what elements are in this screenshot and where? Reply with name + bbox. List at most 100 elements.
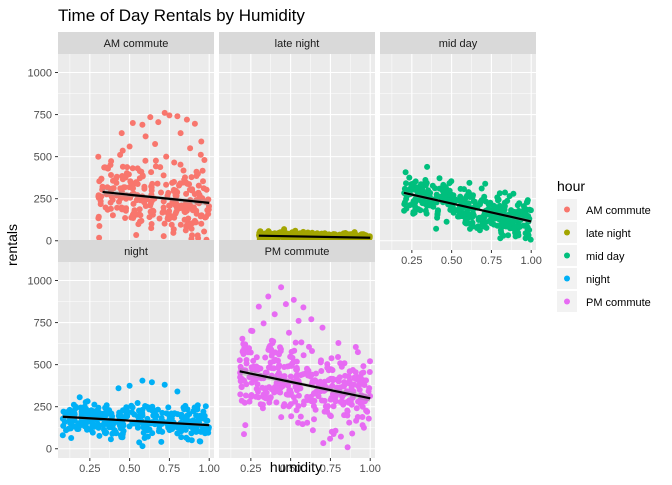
data-point	[238, 384, 245, 391]
data-point	[360, 363, 367, 370]
data-point	[290, 394, 297, 401]
chart-title: Time of Day Rentals by Humidity	[58, 6, 305, 25]
data-point	[249, 374, 256, 381]
data-point	[139, 377, 146, 384]
data-point	[180, 167, 187, 174]
data-point	[486, 201, 493, 208]
legend-marker	[564, 275, 570, 282]
data-point	[253, 393, 259, 400]
data-point	[142, 133, 149, 140]
y-tick-label: 750	[34, 110, 52, 122]
x-tick-label: 0.75	[320, 463, 341, 475]
data-point	[269, 349, 276, 356]
data-point	[318, 397, 325, 404]
data-point	[146, 404, 152, 411]
data-point	[97, 198, 104, 205]
data-point	[202, 403, 209, 410]
data-point	[148, 221, 155, 227]
data-point	[255, 303, 262, 310]
data-point	[75, 422, 82, 428]
data-point	[359, 231, 366, 238]
data-point	[76, 394, 83, 401]
facet-panels: AM commute 0 250 500 750 1000 late night mid da…	[28, 32, 542, 475]
data-point	[174, 113, 181, 120]
data-point	[505, 232, 512, 239]
data-point	[101, 429, 108, 436]
data-point	[185, 215, 192, 222]
data-point	[306, 343, 312, 350]
data-point	[309, 348, 315, 354]
data-point	[144, 415, 151, 422]
data-point	[401, 207, 408, 214]
data-point	[471, 198, 478, 205]
data-point	[276, 373, 282, 380]
data-point	[126, 382, 133, 389]
data-point	[143, 196, 150, 203]
data-point	[155, 119, 162, 126]
data-point	[275, 364, 282, 371]
data-point	[364, 408, 371, 415]
data-point	[330, 231, 337, 238]
data-point	[318, 368, 325, 374]
data-point	[260, 320, 267, 327]
data-point	[346, 368, 353, 375]
data-point	[115, 385, 122, 392]
data-point	[263, 369, 270, 376]
data-point	[203, 186, 210, 193]
data-point	[259, 384, 266, 391]
data-point	[495, 197, 501, 204]
data-point	[143, 425, 149, 432]
data-point	[330, 403, 337, 410]
data-point	[354, 349, 361, 356]
data-point	[346, 419, 353, 426]
data-point	[309, 378, 316, 385]
data-point	[243, 357, 250, 363]
data-point	[293, 407, 300, 414]
data-point	[237, 363, 244, 370]
x-tick-label: 0.25	[240, 463, 261, 475]
trend-line	[258, 234, 371, 239]
data-point	[155, 428, 162, 435]
data-point	[242, 392, 249, 399]
data-point	[327, 413, 334, 420]
data-point	[467, 225, 473, 232]
data-point	[133, 232, 140, 238]
data-point	[167, 415, 174, 422]
data-point	[353, 405, 360, 412]
x-tick-label: 1.00	[360, 463, 381, 475]
data-point	[91, 401, 98, 408]
data-point	[349, 430, 356, 437]
legend-items: AM commute late night mid day night PM commu…	[557, 199, 651, 312]
data-point	[402, 169, 409, 176]
data-point	[78, 411, 85, 418]
data-point	[520, 203, 527, 210]
legend-label: AM commute	[586, 205, 651, 217]
data-point	[351, 374, 358, 381]
data-point	[474, 225, 480, 231]
data-point	[278, 414, 285, 421]
data-point	[139, 410, 146, 417]
data-point	[417, 207, 424, 214]
data-point	[403, 180, 409, 187]
data-point	[515, 229, 521, 236]
data-point	[496, 190, 503, 197]
data-point	[201, 157, 208, 163]
data-point	[433, 191, 440, 198]
data-point	[253, 385, 260, 392]
data-point	[433, 225, 440, 232]
data-point	[168, 221, 175, 228]
data-point	[271, 389, 278, 396]
data-point	[153, 412, 160, 419]
data-point	[265, 293, 272, 300]
data-point	[295, 419, 302, 426]
data-point	[440, 181, 447, 188]
data-point	[272, 356, 279, 363]
data-point	[311, 397, 318, 404]
data-point	[236, 357, 243, 364]
data-point	[285, 391, 291, 398]
data-point	[408, 183, 415, 190]
data-point	[361, 382, 368, 388]
data-point	[121, 414, 128, 420]
data-point	[174, 388, 181, 395]
